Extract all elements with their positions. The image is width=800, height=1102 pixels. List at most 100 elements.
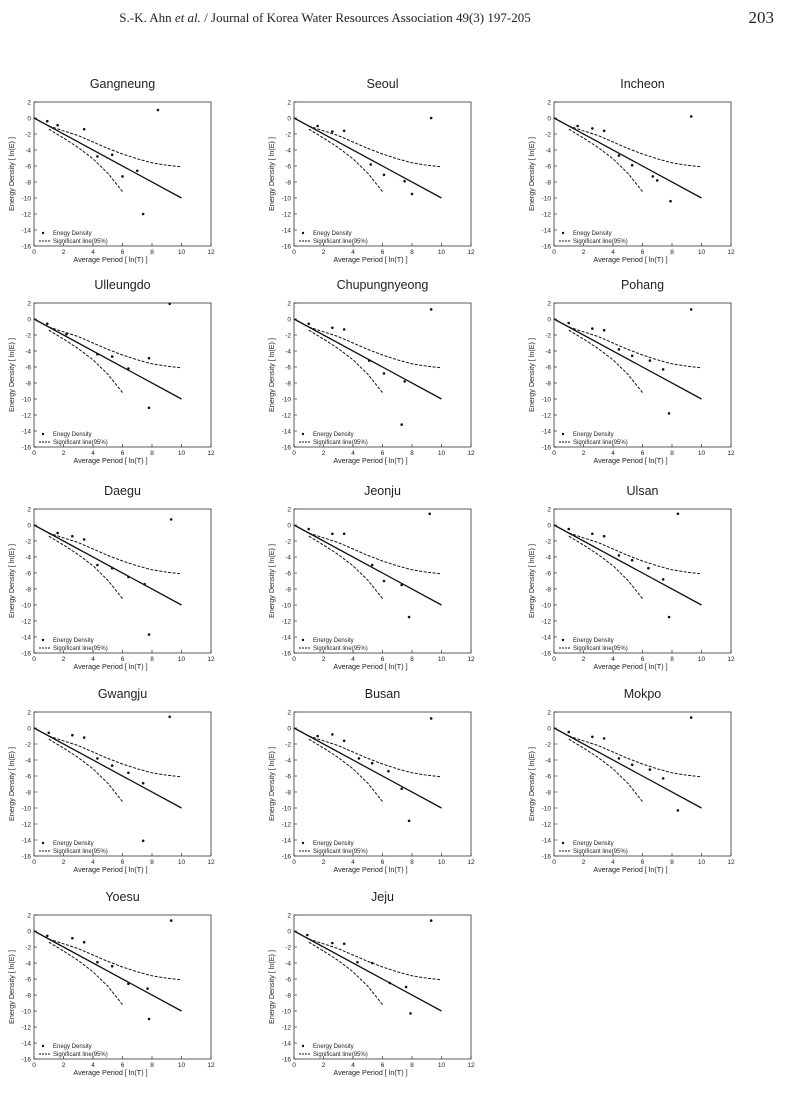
y-tick-label: -12 <box>22 211 32 218</box>
chart-panel-mokpo: Mokpo 0 2 4 6 8 10 12 2 0 -2 -4 -6 -8 -10 -12 -14 -16 Aver… <box>527 687 735 874</box>
expected-line <box>33 930 182 1012</box>
x-tick-label: 0 <box>32 656 36 663</box>
legend-marker-points <box>301 231 305 235</box>
y-tick-label: 2 <box>287 709 291 716</box>
legend-label-significant: Significant line(95%) <box>313 646 368 652</box>
page-header: S.-K. Ahn et al. / Journal of Korea Wate… <box>0 8 800 30</box>
x-tick-label: 4 <box>611 656 615 663</box>
x-tick-label: 6 <box>121 450 125 457</box>
x-tick-label: 2 <box>322 249 326 256</box>
y-tick-label: -8 <box>285 380 291 387</box>
data-point <box>407 615 411 619</box>
data-point <box>47 731 51 735</box>
y-tick-label: -14 <box>22 428 32 435</box>
x-tick-label: 2 <box>582 859 586 866</box>
x-tick-label: 8 <box>150 1062 154 1069</box>
x-tick-label: 8 <box>670 249 674 256</box>
chart-title: Seoul <box>367 77 399 91</box>
y-tick-label: -6 <box>545 163 551 170</box>
y-axis-label: Energy Density [ ln(E) ] <box>267 950 276 1024</box>
y-axis-label: Energy Density [ ln(E) ] <box>7 544 16 618</box>
data-point <box>661 368 665 371</box>
x-tick-label: 10 <box>698 656 706 663</box>
y-tick-label: -10 <box>22 1008 32 1015</box>
y-tick-label: -4 <box>285 147 291 154</box>
expected-line <box>293 318 442 400</box>
x-tick-label: 2 <box>62 859 66 866</box>
chart-panel-jeju: Jeju 0 2 4 6 8 10 12 2 0 -2 -4 -6 -8 -10 -12 -14 -16 Avera… <box>267 890 475 1077</box>
data-point <box>400 423 403 426</box>
y-axis-label: Energy Density [ ln(E) ] <box>7 950 16 1024</box>
data-point <box>602 737 606 740</box>
data-point <box>591 735 594 739</box>
plot-frame <box>293 711 472 857</box>
y-tick-label: 0 <box>287 115 291 122</box>
data-point <box>56 123 59 127</box>
data-point <box>689 716 693 719</box>
y-tick-label: -8 <box>25 179 31 186</box>
running-header: S.-K. Ahn et al. / Journal of Korea Wate… <box>0 10 650 26</box>
x-tick-label: 12 <box>727 450 735 457</box>
data-point <box>82 940 86 944</box>
y-tick-label: 2 <box>287 300 291 307</box>
data-point <box>602 534 606 538</box>
x-tick-label: 12 <box>207 1062 215 1069</box>
data-point <box>168 715 171 719</box>
data-point <box>648 768 652 771</box>
y-tick-label: 2 <box>547 709 551 716</box>
y-tick-label: -16 <box>282 853 292 860</box>
legend-label-points: Enegy Density <box>53 231 92 237</box>
x-tick-label: 2 <box>62 1062 66 1069</box>
chart-title: Pohang <box>621 278 664 292</box>
y-tick-label: -6 <box>25 773 31 780</box>
data-point <box>342 942 346 946</box>
x-axis-label: Average Period [ ln(T) ] <box>593 255 667 264</box>
data-point <box>661 578 665 581</box>
x-tick-label: 6 <box>121 656 125 663</box>
data-point <box>661 777 665 780</box>
x-tick-label: 10 <box>438 859 446 866</box>
x-tick-label: 8 <box>670 859 674 866</box>
data-point <box>676 512 680 516</box>
data-point <box>168 302 171 306</box>
y-tick-label: -4 <box>25 960 31 967</box>
plot-frame <box>33 711 212 857</box>
legend-marker-points <box>41 231 45 235</box>
x-axis-label: Average Period [ ln(T) ] <box>333 456 407 465</box>
y-tick-label: -2 <box>545 741 551 748</box>
y-axis-label: Energy Density [ ln(E) ] <box>7 747 16 821</box>
expected-line <box>33 117 182 199</box>
data-point <box>689 115 693 118</box>
data-point <box>669 199 672 203</box>
legend-label-significant: Significant line(95%) <box>313 1052 368 1058</box>
y-tick-label: 0 <box>287 316 291 323</box>
data-point <box>630 163 634 167</box>
data-point <box>370 761 374 765</box>
x-tick-label: 10 <box>178 656 186 663</box>
data-point <box>141 781 145 785</box>
legend-marker-points <box>41 841 45 845</box>
y-tick-label: -12 <box>282 618 292 625</box>
legend-label-points: Energy Density <box>573 841 614 847</box>
y-tick-label: -2 <box>25 944 31 951</box>
x-axis-label: Average Period [ ln(T) ] <box>73 255 147 264</box>
x-tick-label: 2 <box>62 450 66 457</box>
x-tick-label: 8 <box>150 656 154 663</box>
y-tick-label: -10 <box>22 602 32 609</box>
x-tick-label: 12 <box>207 656 215 663</box>
legend-label-points: Energy Density <box>313 432 354 438</box>
data-point <box>602 129 606 133</box>
y-tick-label: -10 <box>542 396 552 403</box>
y-tick-label: -16 <box>282 243 292 250</box>
legend-marker-points <box>561 432 565 436</box>
data-point <box>407 819 411 823</box>
y-tick-label: -14 <box>22 227 32 234</box>
page-number: 203 <box>748 8 775 27</box>
y-tick-label: -14 <box>22 1040 32 1047</box>
x-tick-label: 8 <box>410 859 414 866</box>
y-tick-label: -10 <box>22 396 32 403</box>
x-tick-label: 4 <box>351 1062 355 1069</box>
x-tick-label: 12 <box>727 249 735 256</box>
y-tick-label: -8 <box>25 789 31 796</box>
x-tick-label: 4 <box>351 450 355 457</box>
